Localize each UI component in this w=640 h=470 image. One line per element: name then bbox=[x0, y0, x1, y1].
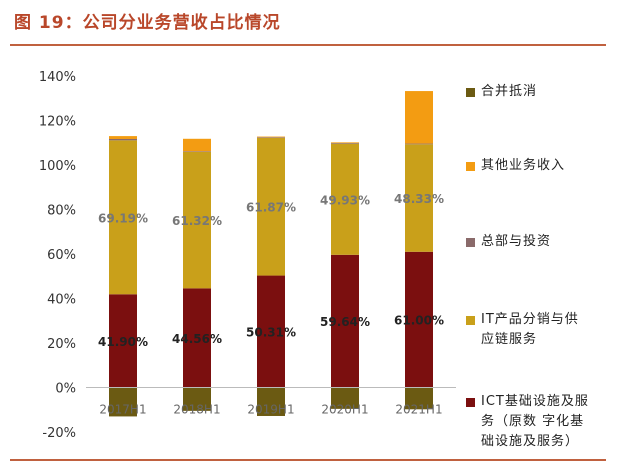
figure-title: 图 19：公司分业务营收占比情况 bbox=[14, 13, 281, 33]
bar-segment-it bbox=[405, 144, 433, 252]
bar-segment-it bbox=[109, 140, 137, 295]
y-tick-label: 100% bbox=[39, 159, 76, 174]
y-tick-label: 80% bbox=[47, 204, 76, 219]
legend-label: 总部与投资 bbox=[481, 232, 551, 252]
top-rule bbox=[10, 44, 606, 46]
legend-item-elim: 合并抵消 bbox=[466, 82, 636, 102]
bar-segment-elim bbox=[257, 387, 285, 416]
bar-segment-hq bbox=[109, 138, 137, 141]
bottom-rule bbox=[10, 459, 606, 461]
data-label-it: 48.33% bbox=[394, 192, 444, 206]
legend-label: 其他业务收入 bbox=[481, 156, 565, 176]
legend-swatch bbox=[466, 162, 475, 171]
bar-segment-hq bbox=[257, 137, 285, 138]
chart-legend: 合并抵消其他业务收入 总部与投资 IT产品分销与供 应链服务 ICT基础设施及服 务（原数… bbox=[466, 0, 636, 470]
legend-item-it: IT产品分销与供 应链服务 bbox=[466, 310, 636, 350]
bar-segment-other bbox=[109, 136, 137, 139]
legend-swatch bbox=[466, 398, 475, 407]
legend-label: 合并抵消 bbox=[481, 82, 537, 102]
y-tick-label: 120% bbox=[39, 115, 76, 130]
legend-label-line: IT产品分销与供 bbox=[481, 312, 579, 327]
legend-item-ict: ICT基础设施及服 务（原数 字化基 础设施及服务） bbox=[466, 392, 636, 452]
data-label-ict: 59.64% bbox=[320, 315, 370, 329]
bar-segment-it bbox=[331, 143, 359, 255]
y-tick-label: 20% bbox=[47, 337, 76, 352]
bar-segment-ict bbox=[183, 288, 211, 388]
bar-segment-ict bbox=[405, 251, 433, 388]
data-label-it: 69.19% bbox=[98, 211, 148, 225]
data-label-ict: 61.00% bbox=[394, 314, 444, 328]
legend-swatch bbox=[466, 316, 475, 325]
y-tick-label: 140% bbox=[39, 70, 76, 85]
bar-segment-hq bbox=[183, 151, 211, 152]
stacked-bar-chart: -20% 0% 20% 40% 60% 80% 100% 120% 140% 2017H1 41.9… bbox=[39, 70, 456, 441]
x-tick-label: 2017H1 bbox=[99, 403, 146, 417]
bar-segment-ict bbox=[331, 254, 359, 388]
y-tick-label: 40% bbox=[47, 293, 76, 308]
bar-segment-hq bbox=[331, 143, 359, 144]
legend-item-other: 其他业务收入 bbox=[466, 156, 636, 176]
y-tick-label: -20% bbox=[42, 426, 76, 441]
bar-segment-ict bbox=[257, 275, 285, 388]
bar-segment-it bbox=[183, 151, 211, 289]
legend-label-line: 总部与投资 bbox=[481, 234, 552, 249]
legend-swatch bbox=[466, 238, 475, 247]
bar-segment-other bbox=[257, 136, 285, 138]
legend-swatch bbox=[466, 88, 475, 97]
legend-label: ICT基础设施及服 务（原数 字化基 础设施及服务） bbox=[481, 392, 589, 452]
y-tick-label: 0% bbox=[55, 382, 76, 397]
legend-item-hq: 总部与投资 bbox=[466, 232, 636, 252]
y-tick-label: 60% bbox=[47, 248, 76, 263]
data-label-it: 61.87% bbox=[246, 201, 296, 215]
legend-label-line: 应链服务 bbox=[481, 332, 538, 347]
legend-label-line: 务（原数 字化基 bbox=[481, 414, 585, 429]
data-label-it: 49.93% bbox=[320, 193, 370, 207]
bar-segment-elim bbox=[405, 387, 433, 410]
bar-segment-ict bbox=[109, 294, 137, 388]
bar-segment-other bbox=[405, 91, 433, 144]
legend-label: IT产品分销与供 应链服务 bbox=[481, 310, 579, 350]
data-label-ict: 50.31% bbox=[246, 326, 296, 340]
legend-label-line: 其他业务收入 bbox=[481, 158, 566, 173]
legend-label-line: 础设施及服务） bbox=[481, 434, 580, 449]
data-label-it: 61.32% bbox=[172, 214, 222, 228]
bar-segment-elim bbox=[183, 387, 211, 411]
bar-segment-other bbox=[183, 138, 211, 152]
data-label-ict: 44.56% bbox=[172, 332, 222, 346]
x-tick-label: 2019H1 bbox=[247, 403, 294, 417]
x-tick-label: 2020H1 bbox=[321, 403, 368, 417]
bar-segment-other bbox=[331, 142, 359, 144]
legend-label-line: 合并抵消 bbox=[481, 84, 538, 99]
legend-label-line: ICT基础设施及服 bbox=[481, 394, 589, 409]
data-label-ict: 41.90% bbox=[98, 335, 148, 349]
bar-segment-elim bbox=[331, 387, 359, 409]
x-tick-label: 2018H1 bbox=[173, 403, 220, 417]
bar-segment-hq bbox=[405, 143, 433, 145]
bar-segment-it bbox=[257, 137, 285, 276]
x-tick-label: 2021H1 bbox=[395, 403, 442, 417]
bar-segment-elim bbox=[109, 387, 137, 417]
